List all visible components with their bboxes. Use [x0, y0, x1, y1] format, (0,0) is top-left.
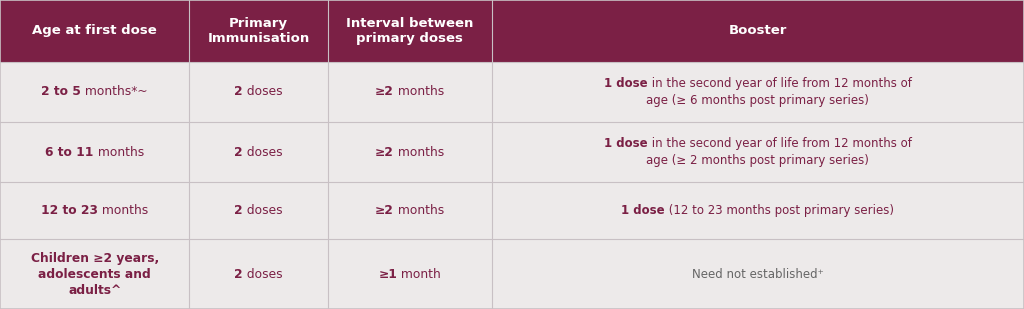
Bar	[328, 62, 492, 122]
Text: doses: doses	[243, 268, 283, 281]
Text: in the second year of life from 12 months of: in the second year of life from 12 month…	[647, 137, 911, 150]
Bar	[189, 182, 328, 239]
Bar	[189, 62, 328, 122]
Text: 2 to 5: 2 to 5	[41, 85, 81, 99]
Bar	[492, 0, 1024, 62]
Text: 2: 2	[234, 268, 243, 281]
Text: 1 dose: 1 dose	[604, 77, 647, 90]
Text: 2: 2	[234, 146, 243, 159]
Text: months: months	[94, 146, 144, 159]
Text: age (≥ 6 months post primary series): age (≥ 6 months post primary series)	[646, 94, 869, 107]
Bar	[328, 239, 492, 309]
Text: months*~: months*~	[81, 85, 148, 99]
Bar	[189, 0, 328, 62]
Text: in the second year of life from 12 months of: in the second year of life from 12 month…	[647, 77, 911, 90]
Bar	[492, 122, 1024, 182]
Text: age (≥ 2 months post primary series): age (≥ 2 months post primary series)	[646, 154, 869, 167]
Bar	[328, 0, 492, 62]
Text: Need not established⁺: Need not established⁺	[692, 268, 823, 281]
Text: ≥1: ≥1	[378, 268, 397, 281]
Bar	[189, 122, 328, 182]
Text: months: months	[394, 85, 444, 99]
Text: 12 to 23: 12 to 23	[41, 204, 98, 218]
Bar	[189, 239, 328, 309]
Text: ≥2: ≥2	[375, 204, 394, 218]
Bar	[328, 122, 492, 182]
Bar	[492, 239, 1024, 309]
Text: 6 to 11: 6 to 11	[45, 146, 94, 159]
Text: doses: doses	[243, 204, 283, 218]
Text: Primary
Immunisation: Primary Immunisation	[208, 17, 309, 45]
Text: doses: doses	[243, 146, 283, 159]
Text: Booster: Booster	[728, 24, 787, 37]
Text: 1 dose: 1 dose	[604, 137, 647, 150]
Text: Age at first dose: Age at first dose	[33, 24, 157, 37]
Text: ≥2: ≥2	[375, 85, 394, 99]
Bar	[492, 62, 1024, 122]
Text: 2: 2	[234, 204, 243, 218]
Bar	[328, 182, 492, 239]
Text: Interval between
primary doses: Interval between primary doses	[346, 17, 473, 45]
Text: (12 to 23 months post primary series): (12 to 23 months post primary series)	[665, 204, 894, 218]
Bar	[0, 0, 189, 62]
Bar	[0, 182, 189, 239]
Bar	[492, 182, 1024, 239]
Text: months: months	[98, 204, 148, 218]
Bar	[0, 122, 189, 182]
Bar	[0, 62, 189, 122]
Text: 2: 2	[234, 85, 243, 99]
Text: 1 dose: 1 dose	[622, 204, 665, 218]
Text: ≥2: ≥2	[375, 146, 394, 159]
Text: doses: doses	[243, 85, 283, 99]
Text: month: month	[397, 268, 441, 281]
Text: Children ≥2 years,
adolescents and
adults^: Children ≥2 years, adolescents and adult…	[31, 252, 159, 297]
Bar	[0, 239, 189, 309]
Text: months: months	[394, 146, 444, 159]
Text: months: months	[394, 204, 444, 218]
